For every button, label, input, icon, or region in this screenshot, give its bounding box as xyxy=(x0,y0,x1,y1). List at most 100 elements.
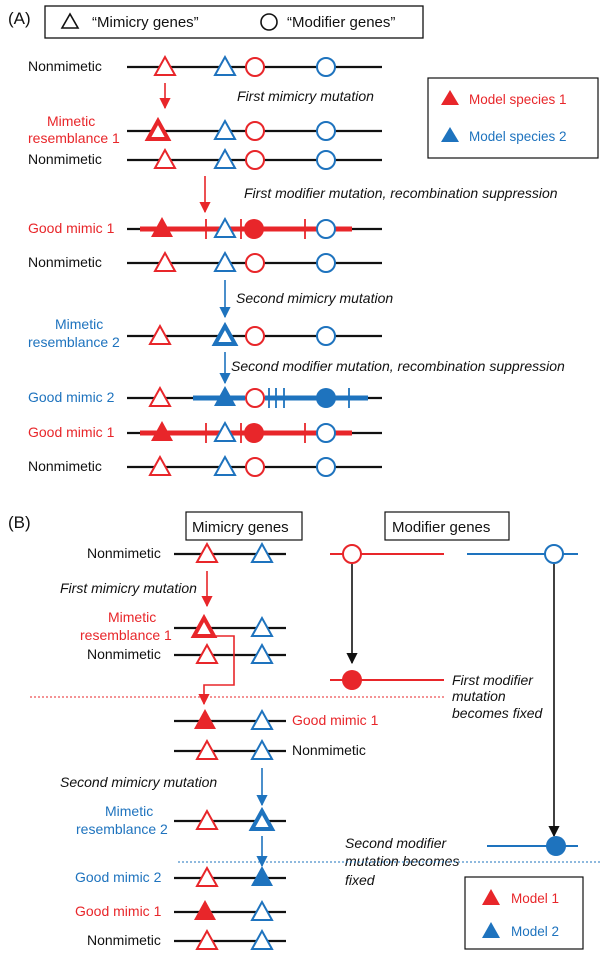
mimicry-gene-2 xyxy=(213,420,237,442)
mimicry-gene-2 xyxy=(213,216,237,238)
panel-a: (A) “Mimicry genes” “Modifier genes” Mod… xyxy=(8,5,599,477)
key-modifier-genes: “Modifier genes” xyxy=(287,14,395,31)
row-label-nonmimetic: Nonmimetic xyxy=(87,545,161,561)
mimicry-gene-2 xyxy=(213,118,237,140)
modifier-gene-1 xyxy=(245,388,265,408)
mimicry-gene-2-mutated xyxy=(211,321,239,346)
modifier-gene-2 xyxy=(316,121,336,141)
legend-model-1: Model 1 xyxy=(511,891,559,906)
chromosome-nonmimetic xyxy=(127,147,382,170)
model-2-icon xyxy=(482,922,500,938)
chromosome-good-mimic-2 xyxy=(127,385,382,408)
modifier-gene-1 xyxy=(245,326,265,346)
mimicry-gene-2 xyxy=(213,250,237,272)
caption-second-modifier: Second modifier mutation, recombination … xyxy=(231,358,565,374)
model-1-icon xyxy=(482,889,500,905)
legend-model-2: Model 2 xyxy=(511,924,559,939)
mimicry-gene-2 xyxy=(213,54,237,76)
chromosome-nonmimetic xyxy=(127,250,382,273)
caption-first-modifier-line1: First modifier xyxy=(452,672,534,688)
row-label-good-mimic-1: Good mimic 1 xyxy=(28,424,115,440)
modifier-gene-2-mutated xyxy=(316,388,336,408)
modifier-gene-2 xyxy=(316,326,336,346)
row-label-nonmimetic: Nonmimetic xyxy=(87,646,161,662)
caption-second-modifier-line1: Second modifier xyxy=(345,835,448,851)
chromosome-nonmimetic xyxy=(127,54,382,77)
mimicry-gene-2 xyxy=(250,708,274,730)
row-label-nonmimetic: Nonmimetic xyxy=(28,151,102,167)
caption-second-modifier-line3: fixed xyxy=(345,872,376,888)
mimicry-gene-2 xyxy=(213,147,237,169)
mimicry-gene-2 xyxy=(250,899,274,921)
circle-key-icon xyxy=(260,13,278,31)
row-label-good-mimic-1: Good mimic 1 xyxy=(28,220,115,236)
mimicry-gene-2-mutated xyxy=(214,386,236,406)
legend-model-species-1: Model species 1 xyxy=(469,92,567,107)
chromosome-mimetic-1 xyxy=(174,613,286,638)
modifier-gene-1 xyxy=(245,121,265,141)
chromosome-good-mimic-2 xyxy=(174,865,286,887)
mimicry-gene-1-mutated xyxy=(151,217,173,237)
caption-second-mimicry: Second mimicry mutation xyxy=(60,774,217,790)
mimicry-gene-2 xyxy=(250,642,274,664)
mimicry-gene-1 xyxy=(153,250,177,272)
chromosome-mimetic-1 xyxy=(127,116,382,141)
caption-first-modifier-line2: mutation xyxy=(452,688,506,704)
modifier-chromosome-1-mutated xyxy=(330,670,444,690)
chromosome-good-mimic-1 xyxy=(174,708,286,730)
modifier-gene-2 xyxy=(544,544,564,564)
mimicry-gene-2 xyxy=(250,615,274,637)
caption-second-mimicry: Second mimicry mutation xyxy=(236,290,393,306)
model-species-2-icon xyxy=(441,127,459,142)
mimicry-gene-2-mutated xyxy=(251,866,273,886)
panel-b-label: (B) xyxy=(8,513,31,532)
mimicry-gene-1 xyxy=(195,865,219,887)
mimicry-gene-1 xyxy=(195,541,219,563)
mimicry-gene-2 xyxy=(250,541,274,563)
modifier-gene-1-mutated xyxy=(244,219,264,239)
mimicry-gene-2 xyxy=(250,928,274,950)
modifier-gene-2 xyxy=(316,253,336,273)
header-mimicry-genes: Mimicry genes xyxy=(192,519,289,536)
mimicry-gene-1 xyxy=(195,928,219,950)
chromosome-nonmimetic xyxy=(174,541,286,563)
caption-second-modifier-line2: mutation becomes xyxy=(345,853,459,869)
row-label-nonmimetic: Nonmimetic xyxy=(87,932,161,948)
model-species-1-icon xyxy=(441,90,459,105)
modifier-gene-2 xyxy=(316,219,336,239)
caption-first-modifier: First modifier mutation, recombination s… xyxy=(244,185,558,201)
mimicry-gene-1-mutated xyxy=(151,421,173,441)
row-label-mimetic-1-line2: resemblance 1 xyxy=(28,130,120,146)
mimicry-gene-1 xyxy=(148,385,172,407)
chromosome-mimetic-2 xyxy=(174,806,286,831)
legend-a: Model species 1 Model species 2 xyxy=(427,77,599,159)
row-label-mimetic-2-line1: Mimetic xyxy=(55,316,103,332)
modifier-gene-1 xyxy=(342,544,362,564)
row-label-good-mimic-1: Good mimic 1 xyxy=(292,712,379,728)
row-label-good-mimic-2: Good mimic 2 xyxy=(75,869,162,885)
row-label-nonmimetic: Nonmimetic xyxy=(28,58,102,74)
row-label-good-mimic-2: Good mimic 2 xyxy=(28,389,115,405)
mimicry-gene-1-mutated xyxy=(190,613,218,638)
modifier-gene-2 xyxy=(316,150,336,170)
modifier-gene-1 xyxy=(245,150,265,170)
chromosome-nonmimetic xyxy=(174,642,286,664)
row-label-mimetic-2-line2: resemblance 2 xyxy=(28,334,120,350)
mimicry-gene-1-mutated xyxy=(194,709,216,729)
chromosome-good-mimic-1 xyxy=(127,216,382,239)
header-modifier-genes: Modifier genes xyxy=(392,519,490,536)
row-label-mimetic-1-line2: resemblance 1 xyxy=(80,627,172,643)
modifier-gene-1-mutated xyxy=(342,670,362,690)
chromosome-nonmimetic xyxy=(127,454,382,477)
row-label-mimetic-2-line2: resemblance 2 xyxy=(76,821,168,837)
row-label-nonmimetic: Nonmimetic xyxy=(28,458,102,474)
mimicry-gene-1-mutated xyxy=(194,900,216,920)
modifier-gene-1-mutated xyxy=(244,423,264,443)
mimicry-gene-1-mutated xyxy=(144,116,172,141)
mimicry-gene-1 xyxy=(148,454,172,476)
modifier-gene-1 xyxy=(245,57,265,77)
row-label-good-mimic-1: Good mimic 1 xyxy=(75,903,162,919)
panel-a-label: (A) xyxy=(8,9,31,28)
modifier-gene-2-mutated xyxy=(546,836,566,856)
